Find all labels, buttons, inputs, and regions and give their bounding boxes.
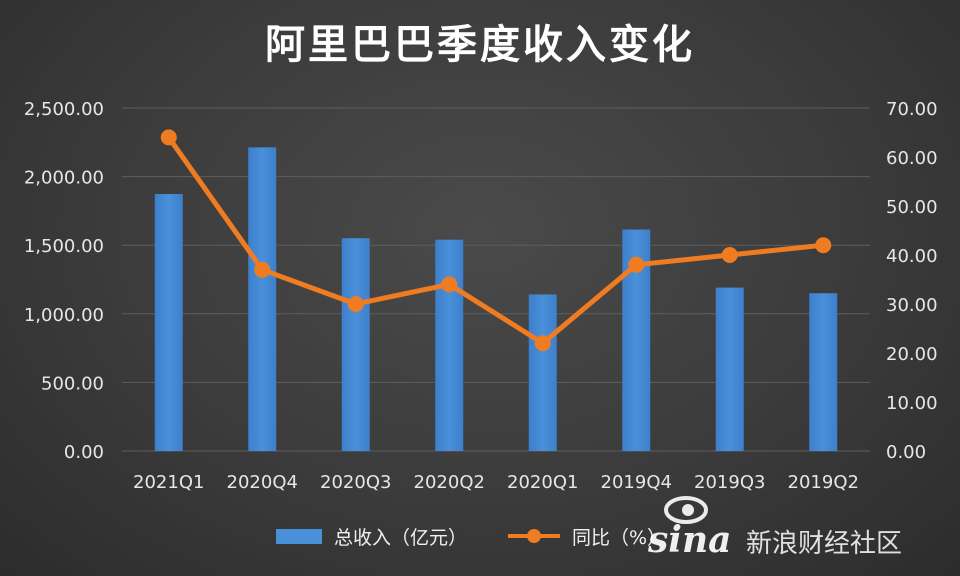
- right-axis-tick-labels: 0.00 10.00 20.00 30.00 40.00 50.00 60.00 70.00: [886, 99, 938, 463]
- watermark-logo: sina: [647, 519, 731, 561]
- line-path: [166, 135, 824, 346]
- right-tick-label: 40.00: [886, 246, 938, 267]
- line-point: [441, 276, 458, 293]
- x-tick-label: 2020Q4: [227, 472, 298, 493]
- line-point: [347, 296, 364, 312]
- bar-series: [154, 147, 838, 451]
- x-tick-label: 2020Q3: [320, 472, 391, 493]
- bar: [341, 238, 370, 451]
- bar: [435, 239, 464, 451]
- line-point: [721, 247, 738, 263]
- legend-line-label: 同比（%）: [572, 527, 666, 549]
- x-tick-label: 2020Q2: [414, 472, 485, 493]
- left-tick-label: 500.00: [41, 373, 104, 394]
- bar: [248, 147, 277, 451]
- right-tick-label: 50.00: [886, 197, 938, 218]
- watermark-text: 新浪财经社区: [746, 529, 902, 559]
- left-tick-label: 2,500.00: [24, 99, 104, 120]
- x-tick-label: 2021Q1: [133, 472, 204, 493]
- left-tick-label: 1,500.00: [24, 236, 104, 257]
- line-point: [815, 237, 832, 254]
- watermark: sina 新浪财经社区: [647, 496, 902, 561]
- bar: [154, 194, 183, 451]
- bar: [528, 294, 557, 451]
- line-point: [628, 256, 645, 273]
- line-series: [160, 129, 832, 352]
- sina-eye-icon: [664, 496, 708, 524]
- legend-line-marker: [527, 529, 541, 543]
- left-tick-label: 2,000.00: [24, 168, 104, 189]
- right-tick-label: 70.00: [886, 99, 938, 120]
- x-tick-label: 2019Q2: [788, 472, 859, 493]
- legend: 总收入（亿元） 同比（%）: [276, 527, 666, 549]
- right-tick-label: 0.00: [886, 442, 926, 463]
- left-tick-label: 1,000.00: [24, 305, 104, 326]
- right-tick-label: 30.00: [886, 295, 938, 316]
- legend-bar-swatch: [276, 529, 322, 544]
- x-tick-label: 2020Q1: [507, 472, 578, 493]
- x-tick-label: 2019Q4: [601, 472, 672, 493]
- left-tick-label: 0.00: [64, 442, 104, 463]
- right-tick-label: 20.00: [886, 344, 938, 365]
- x-tick-label: 2019Q3: [694, 472, 765, 493]
- bar: [809, 293, 838, 451]
- right-tick-label: 10.00: [886, 393, 938, 414]
- left-axis-tick-labels: 0.00 500.00 1,000.00 1,500.00 2,000.00 2,500.…: [24, 99, 104, 463]
- x-axis-tick-labels: 2021Q1 2020Q4 2020Q3 2020Q2 2020Q1 2019Q4 2019…: [133, 472, 859, 493]
- line-point: [160, 129, 177, 146]
- legend-bar-label: 总收入（亿元）: [334, 527, 467, 549]
- right-tick-label: 60.00: [886, 148, 938, 169]
- bar: [715, 287, 744, 451]
- chart-title: 阿里巴巴季度收入变化: [265, 22, 695, 68]
- line-point: [254, 261, 271, 278]
- grid-lines: [122, 107, 870, 452]
- line-point: [534, 335, 551, 352]
